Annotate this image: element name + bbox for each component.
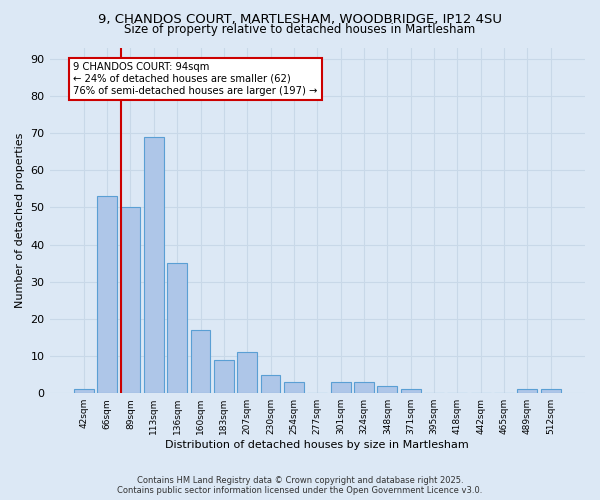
Text: Contains HM Land Registry data © Crown copyright and database right 2025.
Contai: Contains HM Land Registry data © Crown c… bbox=[118, 476, 482, 495]
Bar bbox=[260, 374, 280, 393]
Bar bbox=[97, 196, 117, 393]
Bar bbox=[354, 382, 374, 393]
Bar bbox=[121, 208, 140, 393]
Bar bbox=[167, 263, 187, 393]
Bar bbox=[238, 352, 257, 393]
Y-axis label: Number of detached properties: Number of detached properties bbox=[15, 132, 25, 308]
Bar bbox=[214, 360, 234, 393]
Bar bbox=[517, 390, 538, 393]
Bar bbox=[284, 382, 304, 393]
Bar bbox=[401, 390, 421, 393]
Bar bbox=[144, 136, 164, 393]
Bar bbox=[191, 330, 211, 393]
Bar bbox=[74, 390, 94, 393]
X-axis label: Distribution of detached houses by size in Martlesham: Distribution of detached houses by size … bbox=[166, 440, 469, 450]
Bar bbox=[331, 382, 350, 393]
Bar bbox=[377, 386, 397, 393]
Text: 9, CHANDOS COURT, MARTLESHAM, WOODBRIDGE, IP12 4SU: 9, CHANDOS COURT, MARTLESHAM, WOODBRIDGE… bbox=[98, 12, 502, 26]
Text: 9 CHANDOS COURT: 94sqm
← 24% of detached houses are smaller (62)
76% of semi-det: 9 CHANDOS COURT: 94sqm ← 24% of detached… bbox=[73, 62, 317, 96]
Bar bbox=[541, 390, 560, 393]
Text: Size of property relative to detached houses in Martlesham: Size of property relative to detached ho… bbox=[124, 22, 476, 36]
